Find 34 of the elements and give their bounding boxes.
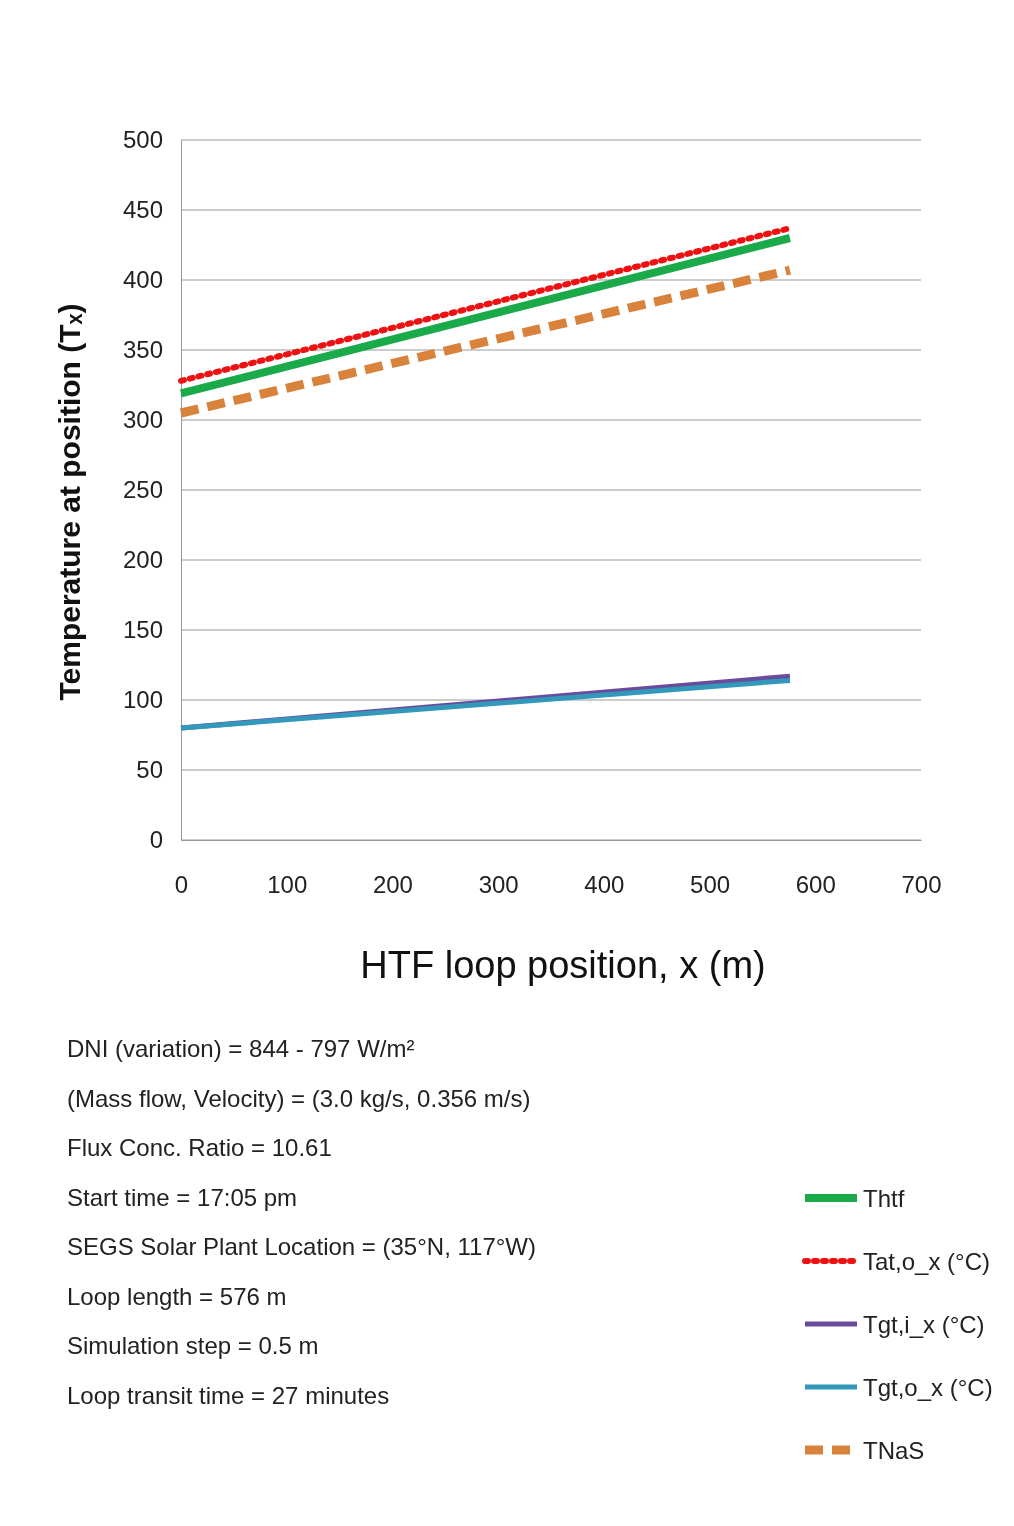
x-tick-label: 200 [372, 871, 413, 899]
x-tick-label: 400 [584, 871, 625, 899]
x-tick-label: 300 [478, 871, 519, 899]
text: Loop transit time = 27 minutes [67, 1381, 390, 1409]
x-tick-label: 500 [690, 871, 731, 899]
y-tick-label: 100 [122, 686, 163, 714]
x-tick-label: 0 [174, 871, 189, 899]
legend-label: Tgt,o_x (°C) [863, 1374, 993, 1401]
y-tick-label: 450 [122, 196, 163, 224]
y-tick-label: 150 [122, 616, 163, 644]
x-tick-label: 700 [901, 871, 942, 899]
y-tick-label: 400 [122, 266, 163, 294]
x-tick-label: 100 [267, 871, 308, 899]
x-tick-label: 600 [795, 871, 836, 899]
x-axis-title: HTF loop position, x (m) [360, 944, 766, 986]
y-tick-label: 0 [149, 826, 163, 854]
text: DNI (variation) = 844 - 797 W/m² [67, 1035, 415, 1062]
text: Simulation step = 0.5 m [67, 1332, 319, 1359]
text: Start time = 17:05 pm [67, 1183, 298, 1211]
y-tick-label: 250 [122, 476, 163, 504]
y-tick-label: 50 [136, 756, 163, 784]
y-tick-label: 500 [122, 126, 163, 154]
legend-label: Thtf [863, 1185, 905, 1212]
y-tick-label: 350 [122, 336, 163, 364]
y-tick-label: 300 [122, 406, 163, 434]
text: SEGS Solar Plant Location = (35°N, 117°W) [67, 1233, 536, 1260]
text: Flux Conc. Ratio = 10.61 [67, 1134, 332, 1161]
text: Loop length = 576 m [67, 1282, 287, 1310]
y-tick-label: 200 [122, 546, 163, 574]
legend-label: Tgt,i_x (°C) [863, 1311, 985, 1338]
y-axis-title: Temperature at position (Tₓ) [53, 303, 86, 701]
legend-label: TNaS [863, 1437, 925, 1464]
text: (Mass flow, Velocity) = (3.0 kg/s, 0.356 m/s) [67, 1084, 531, 1112]
legend-label: Tat,o_x (°C) [863, 1248, 990, 1275]
